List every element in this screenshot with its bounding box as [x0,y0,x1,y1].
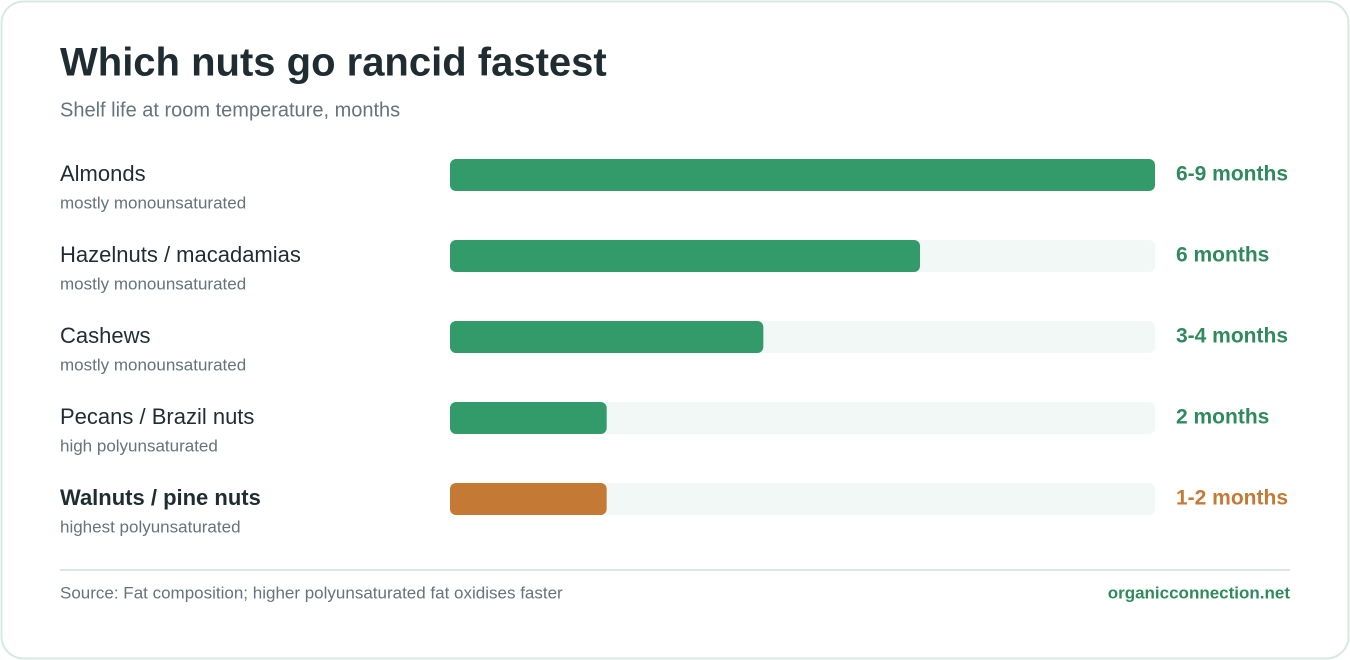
bar-track [450,483,1155,515]
category-description: mostly monounsaturated [60,193,246,212]
category-label: Cashews [60,323,150,348]
credit: organicconnection.net [1108,583,1291,602]
category-description: highest polyunsaturated [60,517,241,536]
bar [450,321,764,353]
value-label: 6 months [1176,244,1269,267]
category-description: high polyunsaturated [60,436,218,455]
source-note: Source: Fat composition; higher polyunsa… [60,583,563,602]
bar-track [450,402,1155,434]
value-label: 2 months [1176,406,1269,429]
category-label: Pecans / Brazil nuts [60,404,254,429]
category-description: mostly monounsaturated [60,355,246,374]
bar [450,159,1155,191]
bar [450,483,607,515]
value-label: 6-9 months [1176,163,1288,186]
bar [450,402,607,434]
value-label: 3-4 months [1176,325,1288,348]
category-description: mostly monounsaturated [60,274,246,293]
bar [450,240,920,272]
category-label: Almonds [60,161,146,186]
chart-subtitle: Shelf life at room temperature, months [60,99,400,121]
category-label: Hazelnuts / macadamias [60,242,301,267]
value-label: 1-2 months [1176,487,1288,510]
chart-title: Which nuts go rancid fastest [60,41,607,85]
category-label: Walnuts / pine nuts [60,485,261,510]
